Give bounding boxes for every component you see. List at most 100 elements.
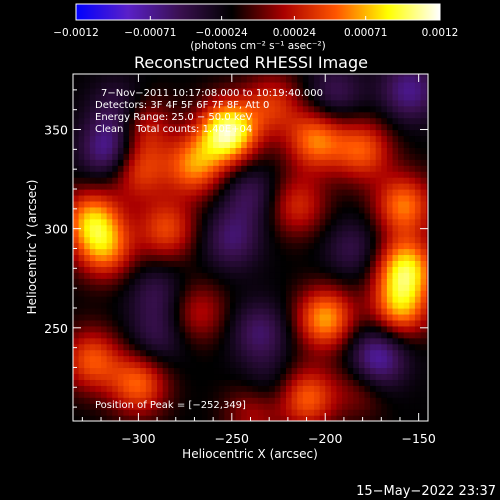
heatmap-cell xyxy=(73,415,80,421)
heatmap-cell xyxy=(117,296,125,303)
heatmap-cell xyxy=(89,331,97,339)
heatmap-cell xyxy=(235,307,242,315)
heatmap-cell xyxy=(106,409,113,416)
heatmap-cell xyxy=(140,373,147,380)
heatmap-cell xyxy=(398,349,405,357)
heatmap-cell xyxy=(398,111,405,119)
heatmap-cell xyxy=(84,379,91,386)
heatmap-cell xyxy=(364,230,371,238)
heatmap-cell xyxy=(330,99,338,107)
heatmap-cell xyxy=(398,171,405,178)
heatmap-cell xyxy=(257,266,265,273)
heatmap-cell xyxy=(347,278,354,285)
heatmap-cell xyxy=(319,302,326,309)
heatmap-cell xyxy=(246,313,253,321)
heatmap-cell xyxy=(84,165,91,172)
heatmap-cell xyxy=(330,302,338,309)
heatmap-cell xyxy=(78,409,85,416)
heatmap-cell xyxy=(364,290,371,297)
heatmap-cell xyxy=(286,236,293,244)
heatmap-cell xyxy=(426,194,428,202)
heatmap-cell xyxy=(308,212,315,220)
heatmap-cell xyxy=(134,415,141,421)
heatmap-cell xyxy=(364,105,371,113)
heatmap-cell xyxy=(207,313,214,321)
heatmap-cell xyxy=(78,230,85,238)
heatmap-cell xyxy=(398,81,405,89)
heatmap-cell xyxy=(269,284,276,291)
heatmap-cell xyxy=(229,74,237,77)
heatmap-cell xyxy=(319,200,326,208)
heatmap-cell xyxy=(218,206,225,214)
heatmap-cell xyxy=(375,153,382,160)
heatmap-cell xyxy=(398,361,405,369)
heatmap-cell xyxy=(297,117,304,125)
heatmap-cell xyxy=(190,272,197,279)
heatmap-cell xyxy=(213,278,220,285)
heatmap-cell xyxy=(342,135,349,143)
heatmap-cell xyxy=(297,99,304,107)
heatmap-cell xyxy=(291,99,298,107)
heatmap-cell xyxy=(201,409,209,416)
heatmap-cell xyxy=(218,349,225,357)
heatmap-cell xyxy=(157,373,164,380)
heatmap-cell xyxy=(364,337,371,345)
heatmap-cell xyxy=(426,284,428,291)
heatmap-cell xyxy=(112,296,119,303)
heatmap-cell xyxy=(106,159,113,166)
heatmap-cell xyxy=(358,284,366,291)
heatmap-cell xyxy=(157,403,164,410)
heatmap-cell xyxy=(95,349,102,357)
heatmap-cell xyxy=(409,385,416,392)
heatmap-cell xyxy=(426,123,428,131)
heatmap-cell xyxy=(375,171,382,178)
heatmap-cell xyxy=(117,397,125,404)
heatmap-cell xyxy=(291,403,298,410)
heatmap-cell xyxy=(319,391,326,398)
heatmap-cell xyxy=(375,74,382,77)
heatmap-cell xyxy=(168,81,175,89)
heatmap-cell xyxy=(123,111,130,119)
heatmap-cell xyxy=(78,129,85,137)
heatmap-cell xyxy=(375,212,382,220)
heatmap-cell xyxy=(224,159,231,166)
heatmap-cell xyxy=(381,254,388,261)
heatmap-cell xyxy=(123,248,130,256)
heatmap-cell xyxy=(375,111,382,119)
heatmap-cell xyxy=(353,278,360,285)
heatmap-cell xyxy=(224,266,231,273)
heatmap-cell xyxy=(106,403,113,410)
heatmap-cell xyxy=(336,266,343,273)
heatmap-cell xyxy=(235,385,242,392)
heatmap-cell xyxy=(246,349,253,357)
heatmap-cell xyxy=(112,415,119,421)
heatmap-cell xyxy=(151,260,158,267)
heatmap-cell xyxy=(319,81,326,89)
heatmap-cell xyxy=(95,278,102,285)
heatmap-cell xyxy=(370,367,377,375)
heatmap-cell xyxy=(347,266,354,273)
heatmap-cell xyxy=(101,397,108,404)
heatmap-cell xyxy=(246,105,253,113)
heatmap-cell xyxy=(257,189,265,196)
heatmap-cell xyxy=(129,87,136,95)
heatmap-cell xyxy=(319,224,326,232)
heatmap-cell xyxy=(358,319,366,327)
heatmap-cell xyxy=(414,307,422,315)
heatmap-cell xyxy=(78,99,85,107)
heatmap-cell xyxy=(246,147,253,154)
heatmap-cell xyxy=(386,307,394,315)
heatmap-cell xyxy=(185,307,192,315)
heatmap-cell xyxy=(173,385,181,392)
heatmap-cell xyxy=(145,266,153,273)
heatmap-cell xyxy=(173,171,181,178)
heatmap-cell xyxy=(403,93,410,101)
heatmap-cell xyxy=(257,218,265,226)
heatmap-cell xyxy=(347,337,354,345)
heatmap-cell xyxy=(179,206,186,214)
heatmap-cell xyxy=(201,349,209,357)
heatmap-cell xyxy=(274,75,281,83)
heatmap-cell xyxy=(168,171,175,178)
heatmap-cell xyxy=(207,367,214,375)
heatmap-cell xyxy=(375,260,382,267)
